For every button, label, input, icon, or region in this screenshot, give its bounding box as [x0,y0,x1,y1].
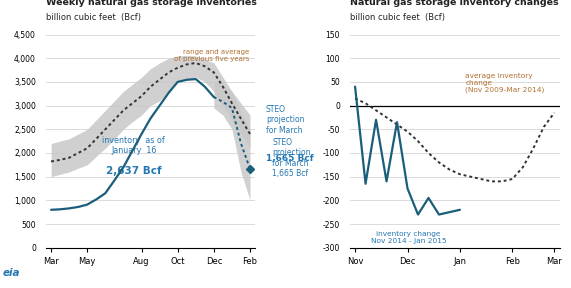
Text: Natural gas storage inventory changes: Natural gas storage inventory changes [350,0,558,7]
Text: STEO
projection
for March
1,665 Bcf: STEO projection for March 1,665 Bcf [272,138,311,178]
Text: billion cubic feet  (Bcf): billion cubic feet (Bcf) [46,13,140,22]
Text: average inventory
change
(Nov 2009-Mar 2014): average inventory change (Nov 2009-Mar 2… [465,73,545,93]
Text: billion cubic feet  (Bcf): billion cubic feet (Bcf) [350,13,445,22]
Text: eia: eia [3,268,21,278]
Text: STEO
projection
for March: STEO projection for March [266,105,304,135]
Text: inventory  as of
January  16: inventory as of January 16 [102,136,165,155]
Text: range and average
of previous five years: range and average of previous five years [174,50,249,62]
Text: Weekly natural gas storage inventories: Weekly natural gas storage inventories [46,0,256,7]
Text: inventory change
Nov 2014 - Jan 2015: inventory change Nov 2014 - Jan 2015 [371,231,447,244]
Text: 1,665 Bcf: 1,665 Bcf [266,154,313,163]
Text: 2,637 Bcf: 2,637 Bcf [106,166,162,176]
